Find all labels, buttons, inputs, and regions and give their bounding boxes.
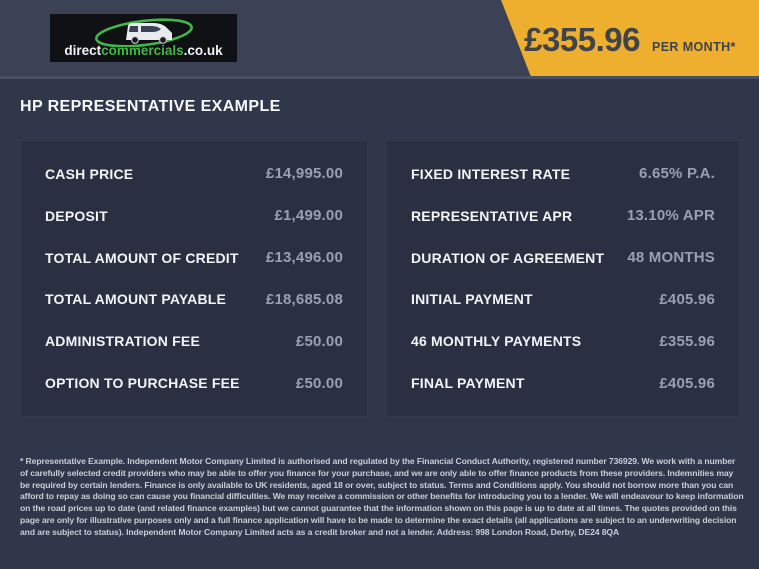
finance-value: £50.00 [295, 374, 343, 392]
finance-label: ADMINISTRATION FEE [45, 333, 201, 350]
van-icon [94, 17, 193, 47]
finance-value: £18,685.08 [265, 290, 343, 308]
finance-label: REPRESENTATIVE APR [411, 207, 573, 224]
finance-panel-right: FIXED INTEREST RATE 6.65% P.A. REPRESENT… [386, 140, 740, 417]
finance-label: 46 MONTHLY PAYMENTS [411, 333, 582, 350]
finance-label: CASH PRICE [45, 165, 134, 182]
page-title: HP REPRESENTATIVE EXAMPLE [20, 98, 281, 115]
logo-word-tld: .co.uk [183, 42, 223, 58]
finance-row-duration: DURATION OF AGREEMENT 48 MONTHS [411, 249, 715, 266]
finance-label: INITIAL PAYMENT [411, 291, 533, 308]
finance-row-cash-price: CASH PRICE £14,995.00 [45, 165, 343, 182]
logo-wordmark: directcommercials.co.uk [64, 42, 223, 63]
finance-value: 48 MONTHS [627, 249, 715, 267]
logo-word-commercials: commercials [101, 42, 184, 58]
header-separator [0, 76, 759, 79]
finance-value: £14,995.00 [265, 165, 343, 183]
monthly-price-per-label: PER MONTH* [651, 40, 736, 54]
finance-row-final-payment: FINAL PAYMENT £405.96 [411, 375, 715, 392]
finance-row-representative-apr: REPRESENTATIVE APR 13.10% APR [411, 207, 715, 224]
finance-value: 6.65% P.A. [639, 165, 715, 183]
finance-value: £1,499.00 [274, 207, 343, 225]
finance-label: FIXED INTEREST RATE [411, 165, 571, 182]
finance-row-fixed-interest-rate: FIXED INTEREST RATE 6.65% P.A. [411, 165, 715, 182]
finance-row-admin-fee: ADMINISTRATION FEE £50.00 [45, 333, 343, 350]
finance-label: DEPOSIT [45, 207, 108, 224]
finance-value: 13.10% APR [626, 207, 715, 225]
finance-row-monthly-payments: 46 MONTHLY PAYMENTS £355.96 [411, 333, 715, 350]
logo-word-direct: direct [64, 42, 102, 58]
finance-value: £405.96 [659, 374, 715, 392]
finance-value: £405.96 [659, 290, 715, 308]
disclaimer-text: * Representative Example. Independent Mo… [20, 456, 744, 537]
finance-value: £13,496.00 [265, 249, 343, 267]
finance-value: £355.96 [659, 332, 715, 350]
finance-label: TOTAL AMOUNT OF CREDIT [45, 249, 239, 266]
monthly-price-amount: £355.96 [524, 21, 640, 58]
header-bar: directcommercials.co.uk £355.96 PER MONT… [0, 0, 759, 78]
finance-row-total-credit: TOTAL AMOUNT OF CREDIT £13,496.00 [45, 249, 343, 266]
finance-label: OPTION TO PURCHASE FEE [45, 375, 240, 392]
finance-label: DURATION OF AGREEMENT [411, 249, 605, 266]
finance-panel-left: CASH PRICE £14,995.00 DEPOSIT £1,499.00 … [20, 140, 368, 417]
finance-row-initial-payment: INITIAL PAYMENT £405.96 [411, 291, 715, 308]
finance-value: £50.00 [295, 332, 343, 350]
finance-label: FINAL PAYMENT [411, 375, 525, 392]
finance-row-deposit: DEPOSIT £1,499.00 [45, 207, 343, 224]
finance-label: TOTAL AMOUNT PAYABLE [45, 291, 227, 308]
finance-row-option-to-purchase-fee: OPTION TO PURCHASE FEE £50.00 [45, 375, 343, 392]
direct-commercials-logo[interactable]: directcommercials.co.uk [50, 14, 237, 62]
monthly-price-banner: £355.96 PER MONTH* [501, 0, 759, 76]
finance-row-total-payable: TOTAL AMOUNT PAYABLE £18,685.08 [45, 291, 343, 308]
